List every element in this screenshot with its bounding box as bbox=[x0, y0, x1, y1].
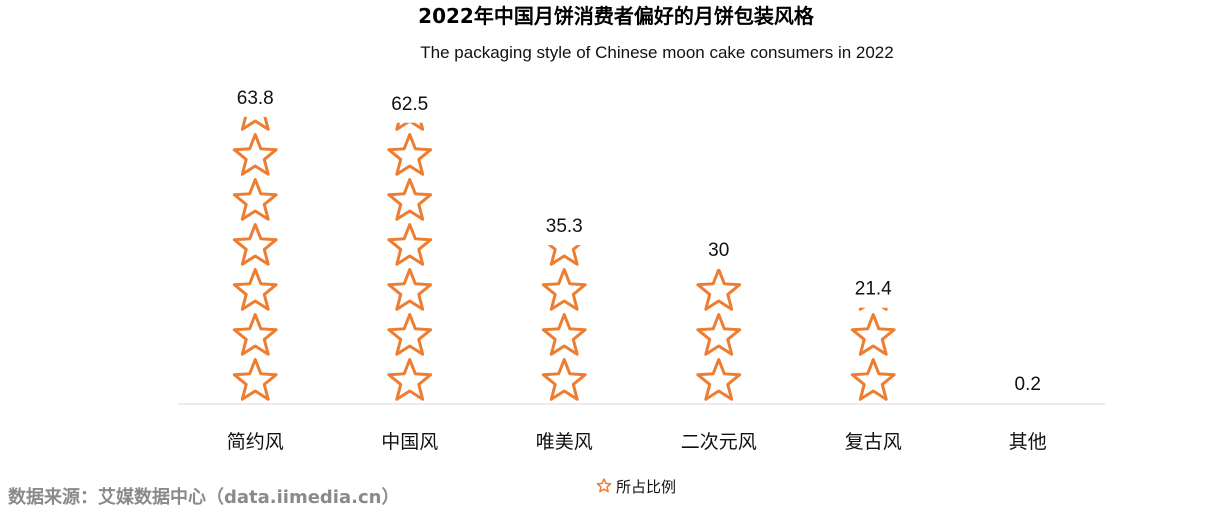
star-mark bbox=[541, 358, 587, 401]
data-label: 63.8 bbox=[237, 88, 274, 109]
star-mark bbox=[387, 223, 433, 266]
source-note: 数据来源：艾媒数据中心（data.iimedia.cn） bbox=[8, 486, 399, 508]
star-mark bbox=[541, 268, 587, 311]
star-mark bbox=[541, 313, 587, 356]
star-mark bbox=[232, 268, 278, 311]
legend[interactable]: 所占比例 bbox=[596, 478, 676, 496]
x-tick-label: 二次元风 bbox=[681, 431, 757, 453]
data-label: 30 bbox=[708, 240, 729, 261]
x-tick-labels: 简约风 中国风 唯美风 二次元风 复古风 其他 bbox=[227, 431, 1047, 453]
x-tick-label: 其他 bbox=[1009, 431, 1047, 453]
x-tick-label: 唯美风 bbox=[536, 431, 593, 453]
legend-label: 所占比例 bbox=[616, 478, 676, 496]
data-label: 21.4 bbox=[855, 279, 892, 300]
x-tick-label: 简约风 bbox=[227, 431, 284, 453]
star-mark bbox=[387, 358, 433, 401]
star-mark bbox=[232, 133, 278, 176]
star-mark bbox=[850, 313, 896, 356]
x-tick-label: 复古风 bbox=[845, 431, 902, 453]
bar bbox=[541, 245, 587, 401]
star-outline-icon bbox=[596, 478, 612, 493]
star-mark bbox=[387, 268, 433, 311]
data-labels: 63.8 62.5 35.3 30 21.4 0.2 bbox=[237, 88, 1041, 395]
bar bbox=[850, 307, 896, 401]
star-mark bbox=[387, 133, 433, 176]
data-label: 62.5 bbox=[391, 94, 428, 115]
star-mark bbox=[696, 358, 742, 401]
star-mark bbox=[387, 178, 433, 221]
chart-title: 2022年中国月饼消费者偏好的月饼包装风格 bbox=[418, 4, 815, 28]
star-mark bbox=[232, 358, 278, 401]
bar bbox=[387, 122, 433, 401]
star-mark bbox=[547, 245, 581, 266]
star-mark bbox=[240, 116, 270, 131]
star-mark bbox=[232, 178, 278, 221]
bar bbox=[232, 116, 278, 401]
bar bbox=[696, 269, 742, 401]
plot-area bbox=[232, 116, 896, 401]
star-mark bbox=[696, 313, 742, 356]
star-mark bbox=[696, 269, 742, 311]
data-label: 0.2 bbox=[1015, 374, 1041, 395]
chart-subtitle: The packaging style of Chinese moon cake… bbox=[420, 43, 893, 62]
x-tick-label: 中国风 bbox=[381, 431, 438, 453]
star-mark bbox=[232, 223, 278, 266]
star-mark bbox=[232, 313, 278, 356]
data-label: 35.3 bbox=[546, 216, 583, 237]
star-mark bbox=[387, 313, 433, 356]
star-mark bbox=[850, 358, 896, 401]
